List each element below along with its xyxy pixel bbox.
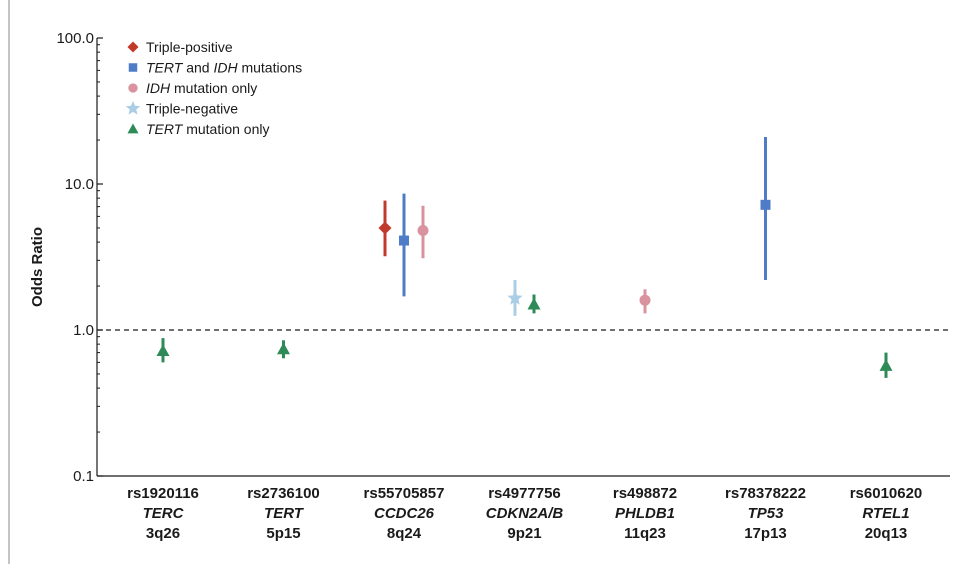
point-marker: [507, 290, 523, 305]
point-marker: [399, 235, 409, 246]
y-tick-label: 100.0: [56, 30, 94, 47]
x-category-label: rs498872 PHLDB1 11q23: [613, 485, 677, 542]
snp-label: rs498872: [613, 485, 677, 502]
gene-label: TERC: [143, 505, 185, 522]
legend-label: Triple-negative: [146, 101, 238, 117]
legend-label-part: and: [182, 60, 213, 76]
data-marks: [156, 136, 893, 378]
gene-label: TERT: [264, 505, 305, 522]
snp-label: rs6010620: [850, 485, 923, 502]
locus-label: 11q23: [624, 525, 666, 542]
point-marker: [639, 294, 651, 306]
point-marker: [277, 342, 290, 355]
x-category-label: rs78378222 TP53 17p13: [725, 485, 806, 542]
y-axis-title: Odds Ratio: [29, 227, 46, 307]
legend-marker: [127, 123, 139, 134]
locus-label: 20q13: [865, 525, 908, 542]
snp-label: rs55705857: [364, 485, 445, 502]
legend-label: TERT and IDH mutations: [146, 60, 302, 76]
snp-label: rs78378222: [725, 485, 806, 502]
legend-item: TERT mutation only: [127, 121, 269, 137]
locus-label: 9p21: [507, 525, 541, 542]
locus-label: 5p15: [266, 525, 300, 542]
legend-label-part: IDH: [146, 80, 171, 96]
snp-label: rs1920116: [127, 485, 199, 502]
legend-label: Triple-positive: [146, 39, 233, 55]
point-marker: [527, 297, 541, 310]
legend-marker: [128, 63, 138, 72]
locus-label: 3q26: [146, 525, 180, 542]
x-category-label: rs4977756 CDKN2A/B 9p21: [486, 485, 564, 542]
series-circle: [417, 205, 651, 314]
legend-marker: [127, 41, 139, 53]
point-marker: [760, 199, 771, 210]
legend-label-part: mutations: [238, 60, 303, 76]
locus-label: 8q24: [387, 525, 422, 542]
legend-label-part: TERT: [146, 121, 184, 137]
legend-label: TERT mutation only: [146, 121, 269, 137]
legend-marker: [125, 100, 141, 115]
x-category-label: rs1920116 TERC 3q26: [127, 485, 199, 542]
gene-label: TP53: [748, 505, 785, 522]
point-marker: [378, 221, 392, 235]
x-category-label: rs55705857 CCDC26 8q24: [364, 485, 445, 542]
legend-item: TERT and IDH mutations: [128, 60, 302, 76]
y-tick-label: 10.0: [65, 176, 94, 193]
legend-label-part: IDH: [213, 60, 238, 76]
x-axis: rs1920116 TERC 3q26 rs2736100 TERT 5p15 rs5570…: [97, 475, 950, 542]
legend-label-part: mutation only: [182, 121, 269, 137]
x-category-label: rs6010620 RTEL1 20q13: [850, 485, 923, 542]
y-axis: 0.1 1.0 10.0 100.0 Odds Ratio: [29, 30, 103, 485]
snp-label: rs2736100: [247, 485, 320, 502]
legend-item: Triple-negative: [125, 100, 238, 117]
y-tick-label: 1.0: [73, 322, 94, 339]
gene-label: PHLDB1: [615, 505, 675, 522]
legend-item: IDH mutation only: [128, 80, 257, 96]
gene-label: CCDC26: [374, 505, 435, 522]
y-tick-label: 0.1: [73, 468, 94, 485]
snp-label: rs4977756: [488, 485, 561, 502]
series-triangle: [156, 294, 893, 378]
gene-label: RTEL1: [862, 505, 909, 522]
series-star: [507, 280, 523, 316]
legend-label-part: mutation only: [170, 80, 257, 96]
series-diamond: [378, 200, 392, 257]
legend-label: IDH mutation only: [146, 80, 257, 96]
legend-item: Triple-positive: [127, 39, 233, 55]
locus-label: 17p13: [744, 525, 787, 542]
legend-marker: [128, 83, 138, 93]
legend-label-part: Triple-positive: [146, 39, 233, 55]
point-marker: [156, 344, 170, 357]
point-marker: [879, 359, 893, 371]
legend-label-part: TERT: [146, 60, 184, 76]
legend-label-part: Triple-negative: [146, 101, 238, 117]
gene-label: CDKN2A/B: [486, 505, 564, 522]
series-square: [399, 136, 771, 297]
x-category-label: rs2736100 TERT 5p15: [247, 485, 320, 542]
point-marker: [417, 225, 429, 237]
